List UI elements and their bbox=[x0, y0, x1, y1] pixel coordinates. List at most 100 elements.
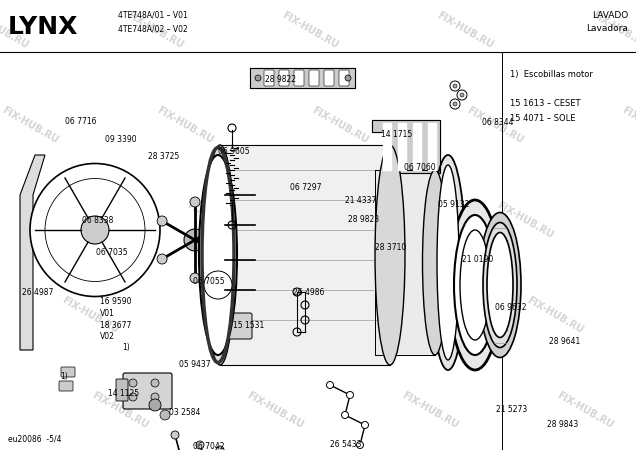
Ellipse shape bbox=[437, 165, 459, 360]
Circle shape bbox=[223, 216, 233, 226]
FancyBboxPatch shape bbox=[309, 70, 319, 86]
Text: 05 9437: 05 9437 bbox=[179, 360, 211, 369]
Text: FIX-HUB.RU: FIX-HUB.RU bbox=[340, 200, 400, 240]
Text: FIX-HUB.RU: FIX-HUB.RU bbox=[245, 390, 305, 430]
Ellipse shape bbox=[81, 216, 109, 244]
Text: 26 4987: 26 4987 bbox=[22, 288, 53, 297]
Text: 14 1125: 14 1125 bbox=[108, 389, 139, 398]
Text: FIX-HUB.RU: FIX-HUB.RU bbox=[185, 200, 245, 240]
Text: 28 9843: 28 9843 bbox=[547, 420, 578, 429]
Circle shape bbox=[157, 254, 167, 264]
Ellipse shape bbox=[422, 170, 448, 355]
Polygon shape bbox=[20, 155, 45, 350]
Ellipse shape bbox=[449, 200, 501, 370]
Text: 06 7055: 06 7055 bbox=[193, 277, 225, 286]
Circle shape bbox=[450, 99, 460, 109]
Text: FIX-HUB.RU: FIX-HUB.RU bbox=[400, 390, 460, 430]
Text: FIX-HUB.RU: FIX-HUB.RU bbox=[525, 295, 585, 335]
Text: 4TE748A/01 – V01
4TE748A/02 – V02: 4TE748A/01 – V01 4TE748A/02 – V02 bbox=[118, 11, 188, 33]
Polygon shape bbox=[398, 123, 406, 170]
Text: FIX-HUB.RU: FIX-HUB.RU bbox=[0, 105, 60, 145]
Text: eu20086  -5/4: eu20086 -5/4 bbox=[8, 435, 62, 444]
Text: 16 9590
V01
18 3677
V02: 16 9590 V01 18 3677 V02 bbox=[100, 297, 132, 342]
Text: 06 7716: 06 7716 bbox=[65, 117, 97, 126]
Circle shape bbox=[326, 382, 333, 388]
Circle shape bbox=[453, 84, 457, 88]
Text: FIX-HUB.RU: FIX-HUB.RU bbox=[155, 105, 215, 145]
Text: 26 4986: 26 4986 bbox=[293, 288, 324, 297]
Text: FIX-HUB.RU: FIX-HUB.RU bbox=[90, 390, 150, 430]
Circle shape bbox=[157, 216, 167, 226]
FancyBboxPatch shape bbox=[116, 379, 128, 401]
Circle shape bbox=[149, 399, 161, 411]
Text: LAVADO
Lavadora: LAVADO Lavadora bbox=[586, 11, 628, 33]
Text: FIX-HUB.RU: FIX-HUB.RU bbox=[30, 200, 90, 240]
Circle shape bbox=[342, 411, 349, 418]
FancyBboxPatch shape bbox=[218, 313, 252, 339]
FancyBboxPatch shape bbox=[264, 70, 274, 86]
Circle shape bbox=[160, 410, 170, 420]
Text: 1): 1) bbox=[60, 372, 68, 381]
Text: 21 5273: 21 5273 bbox=[496, 405, 527, 414]
Text: 06 8344: 06 8344 bbox=[482, 118, 513, 127]
Ellipse shape bbox=[487, 233, 513, 338]
Circle shape bbox=[223, 254, 233, 264]
Circle shape bbox=[457, 90, 467, 100]
Ellipse shape bbox=[460, 230, 490, 340]
Text: 28 9822: 28 9822 bbox=[265, 75, 296, 84]
Polygon shape bbox=[375, 170, 435, 355]
Ellipse shape bbox=[454, 215, 496, 355]
Circle shape bbox=[460, 93, 464, 97]
Text: 26 5433: 26 5433 bbox=[330, 440, 361, 449]
Text: 06 9605: 06 9605 bbox=[218, 147, 249, 156]
FancyBboxPatch shape bbox=[61, 367, 75, 377]
Text: FIX-HUB.RU: FIX-HUB.RU bbox=[0, 10, 30, 50]
Polygon shape bbox=[383, 123, 391, 170]
Text: FIX-HUB.RU: FIX-HUB.RU bbox=[215, 295, 275, 335]
Text: 06 7297: 06 7297 bbox=[290, 183, 322, 192]
Text: 15 1531: 15 1531 bbox=[233, 321, 264, 330]
Text: LYNX: LYNX bbox=[8, 15, 78, 39]
Text: 14 1715: 14 1715 bbox=[381, 130, 412, 139]
Text: FIX-HUB.RU: FIX-HUB.RU bbox=[125, 10, 185, 50]
Circle shape bbox=[357, 441, 364, 449]
Ellipse shape bbox=[199, 155, 237, 355]
Circle shape bbox=[450, 81, 460, 91]
Text: 1): 1) bbox=[122, 343, 130, 352]
Polygon shape bbox=[220, 145, 390, 365]
Ellipse shape bbox=[431, 155, 466, 370]
Text: 03 2584: 03 2584 bbox=[169, 408, 200, 417]
Circle shape bbox=[361, 422, 368, 428]
Text: 21 4337: 21 4337 bbox=[345, 196, 377, 205]
Circle shape bbox=[190, 197, 200, 207]
Text: FIX-HUB.RU: FIX-HUB.RU bbox=[590, 10, 636, 50]
Text: FIX-HUB.RU: FIX-HUB.RU bbox=[310, 105, 370, 145]
Circle shape bbox=[347, 392, 354, 399]
Text: 06 9632: 06 9632 bbox=[495, 303, 527, 312]
Text: FIX-HUB.RU: FIX-HUB.RU bbox=[620, 105, 636, 145]
Circle shape bbox=[151, 393, 159, 401]
Circle shape bbox=[255, 75, 261, 81]
Text: FIX-HUB.RU: FIX-HUB.RU bbox=[370, 295, 430, 335]
Text: 28 3725: 28 3725 bbox=[148, 152, 179, 161]
Text: 06 8338: 06 8338 bbox=[82, 216, 113, 225]
FancyBboxPatch shape bbox=[59, 381, 73, 391]
Circle shape bbox=[129, 379, 137, 387]
Circle shape bbox=[171, 431, 179, 439]
Text: 21 0190: 21 0190 bbox=[462, 255, 494, 264]
Text: 28 9823: 28 9823 bbox=[348, 215, 379, 224]
FancyBboxPatch shape bbox=[339, 70, 349, 86]
Polygon shape bbox=[413, 123, 421, 170]
Circle shape bbox=[190, 273, 200, 283]
Polygon shape bbox=[372, 120, 440, 173]
Ellipse shape bbox=[184, 229, 206, 251]
Text: 06 7035: 06 7035 bbox=[96, 248, 128, 257]
Text: 06 7060: 06 7060 bbox=[404, 163, 436, 172]
Text: 09 3390: 09 3390 bbox=[105, 135, 137, 144]
Circle shape bbox=[216, 446, 224, 450]
Text: 1)  Escobillas motor

15 1613 – CESET
15 4071 – SOLE: 1) Escobillas motor 15 1613 – CESET 15 4… bbox=[510, 70, 593, 123]
Text: 28 3710: 28 3710 bbox=[375, 243, 406, 252]
Text: FIX-HUB.RU: FIX-HUB.RU bbox=[555, 390, 615, 430]
Ellipse shape bbox=[30, 163, 160, 297]
Ellipse shape bbox=[483, 222, 517, 347]
